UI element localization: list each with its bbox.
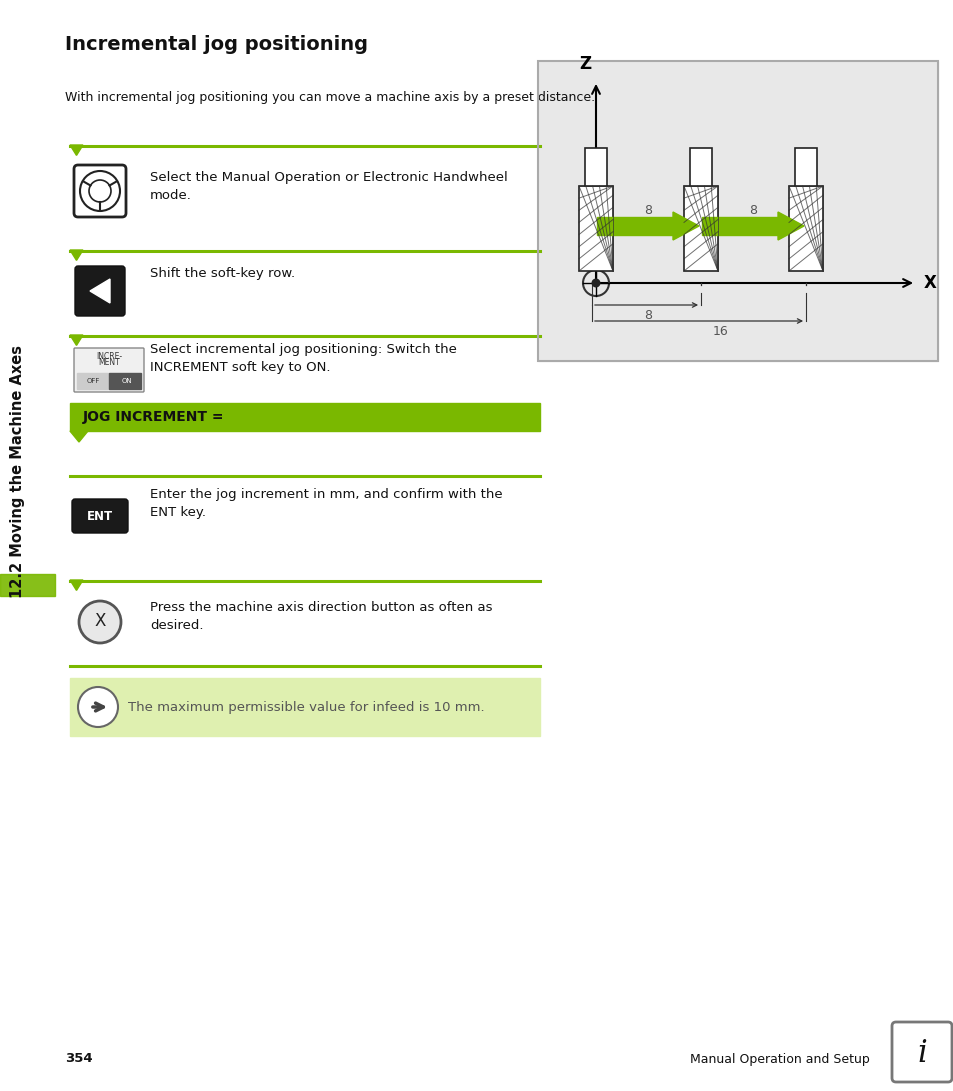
Text: Shift the soft-key row.: Shift the soft-key row.: [150, 267, 294, 280]
FancyBboxPatch shape: [891, 1022, 951, 1082]
Text: 12.2 Moving the Machine Axes: 12.2 Moving the Machine Axes: [10, 345, 26, 598]
Text: ON: ON: [122, 377, 132, 384]
FancyBboxPatch shape: [74, 165, 126, 217]
Bar: [584, 148, 606, 185]
Bar: [578, 185, 613, 271]
Text: OFF: OFF: [87, 377, 100, 384]
Text: 16: 16: [713, 325, 728, 338]
Text: With incremental jog positioning you can move a machine axis by a preset distanc: With incremental jog positioning you can…: [65, 91, 595, 104]
Polygon shape: [70, 145, 83, 155]
Bar: [77, 373, 108, 389]
Text: Select the Manual Operation or Electronic Handwheel
mode.: Select the Manual Operation or Electroni…: [150, 171, 507, 202]
Polygon shape: [778, 212, 803, 240]
Bar: [689, 148, 711, 185]
Text: INCRE-: INCRE-: [96, 352, 122, 361]
Text: 354: 354: [65, 1053, 92, 1066]
Text: Manual Operation and Setup: Manual Operation and Setup: [689, 1053, 869, 1066]
Bar: [0, 574, 55, 596]
Text: X: X: [94, 612, 106, 630]
Text: 8: 8: [644, 309, 652, 322]
Text: ENT: ENT: [87, 509, 113, 523]
Polygon shape: [70, 250, 83, 261]
Text: 8: 8: [644, 204, 652, 216]
Bar: [683, 185, 718, 271]
Text: JOG INCREMENT =: JOG INCREMENT =: [83, 410, 224, 424]
FancyBboxPatch shape: [74, 348, 144, 392]
Text: The maximum permissible value for infeed is 10 mm.: The maximum permissible value for infeed…: [128, 700, 484, 714]
Circle shape: [79, 601, 121, 643]
Circle shape: [78, 687, 118, 727]
Polygon shape: [70, 580, 83, 590]
Bar: [70, 403, 539, 431]
Bar: [70, 678, 539, 736]
Text: Enter the jog increment in mm, and confirm with the
ENT key.: Enter the jog increment in mm, and confi…: [150, 488, 502, 519]
Bar: [537, 61, 937, 361]
Text: i: i: [916, 1038, 926, 1068]
Polygon shape: [70, 431, 88, 442]
Text: Z: Z: [578, 55, 590, 73]
Polygon shape: [90, 279, 110, 303]
Circle shape: [591, 278, 599, 288]
Text: Incremental jog positioning: Incremental jog positioning: [65, 36, 368, 55]
Bar: [109, 373, 141, 389]
Bar: [794, 148, 816, 185]
Text: X: X: [923, 274, 936, 292]
Text: Press the machine axis direction button as often as
desired.: Press the machine axis direction button …: [150, 601, 492, 632]
Text: Select incremental jog positioning: Switch the
INCREMENT soft key to ON.: Select incremental jog positioning: Swit…: [150, 343, 456, 374]
Text: MENT: MENT: [98, 358, 120, 368]
Bar: [597, 217, 673, 235]
FancyBboxPatch shape: [71, 499, 128, 533]
Polygon shape: [70, 335, 83, 346]
Polygon shape: [672, 212, 699, 240]
Bar: [537, 61, 937, 361]
Bar: [701, 217, 779, 235]
FancyBboxPatch shape: [75, 266, 125, 316]
Text: 8: 8: [749, 204, 757, 216]
Bar: [788, 185, 822, 271]
